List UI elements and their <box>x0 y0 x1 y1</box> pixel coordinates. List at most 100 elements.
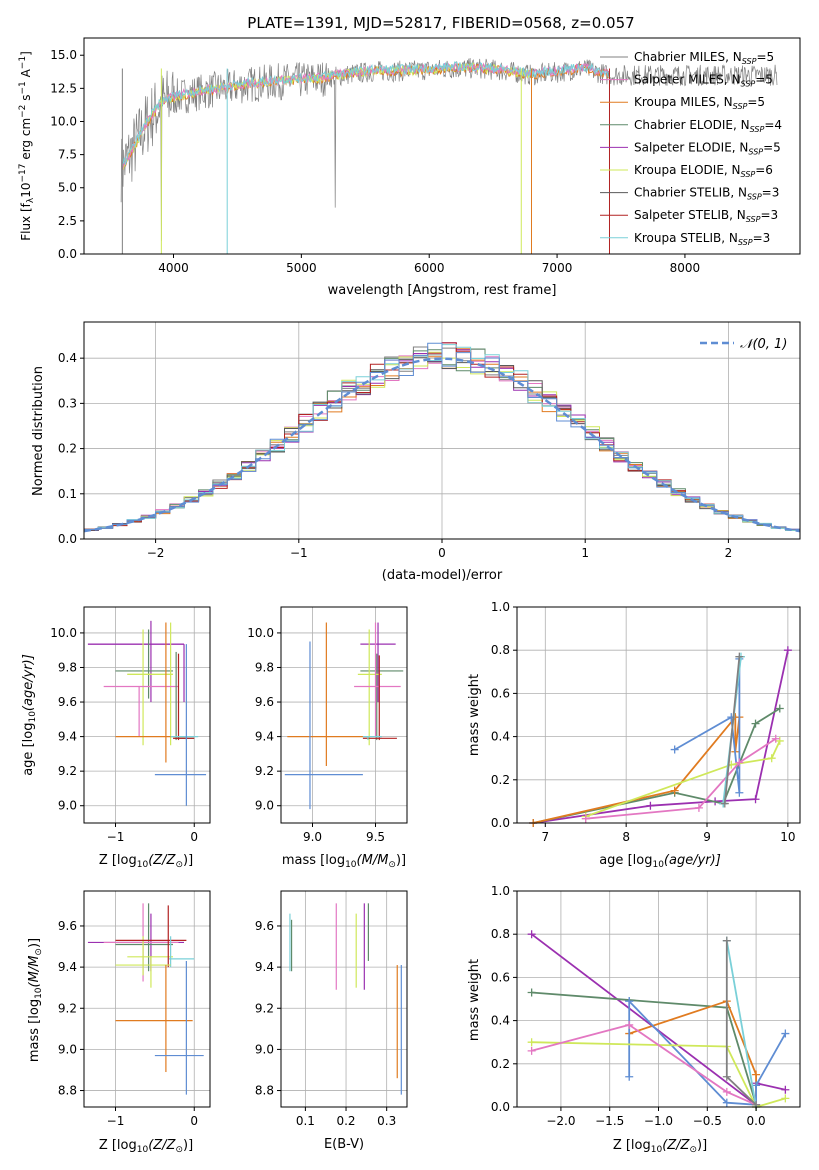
plus-marker <box>625 997 634 1006</box>
legend-value: =4 <box>764 118 782 132</box>
x-tick-label: −1 <box>107 1114 125 1128</box>
plus-marker <box>722 936 731 945</box>
plus-marker <box>781 1085 790 1094</box>
mass-vs-ebv-panel: 0.1 0.2 0.3 8.8 9.0 9.2 9.4 9.6 E(B-V) <box>255 890 408 1152</box>
y-tick-label: 0.3 <box>58 396 77 410</box>
legend-label: Salpeter STELIB, NSSP=3 <box>634 208 778 224</box>
weight-vs-age-panel: 7 8 9 10 0.0 0.2 0.4 0.6 0.8 1.0 age [log10(age/y… <box>467 600 801 870</box>
x-tick-label: −1 <box>290 546 308 560</box>
legend-name: Kroupa MILES, N <box>634 95 733 109</box>
mass-weight-line <box>531 1041 786 1109</box>
y-tick-label: 9.4 <box>255 960 274 974</box>
x-tick-label: −1.0 <box>644 1114 673 1128</box>
legend-label: Salpeter MILES, NSSP=5 <box>634 73 773 89</box>
legend-value: =3 <box>762 186 780 200</box>
residuals-ylabel: Normed distribution <box>31 366 46 496</box>
y-tick-label: 9.6 <box>255 695 274 709</box>
y-tick-label: 1.0 <box>491 884 510 898</box>
plus-marker <box>775 736 784 745</box>
plus-marker <box>722 1072 731 1081</box>
y-tick-label: 9.8 <box>255 660 274 674</box>
y-tick-label: 0.6 <box>491 686 510 700</box>
y-tick-label: 0.2 <box>491 773 510 787</box>
y-tick-label: 2.5 <box>58 214 77 228</box>
legend-sub: SSP <box>742 57 757 66</box>
x-tick-label: −2 <box>147 546 165 560</box>
y-tick-label: 0.4 <box>491 1014 510 1028</box>
y-tick-label: 0.0 <box>491 816 510 830</box>
y-tick-label: 8.8 <box>255 1084 274 1098</box>
legend-name: Chabrier MILES, N <box>634 50 742 64</box>
y-tick-label: 1.0 <box>491 600 510 614</box>
mass-weight-line <box>723 656 741 804</box>
x-tick-label: 7000 <box>542 261 573 275</box>
x-tick-label: 0.1 <box>296 1114 315 1128</box>
x-tick-label: 4000 <box>158 261 189 275</box>
x-tick-label: 10 <box>780 830 795 844</box>
legend-value: =6 <box>755 163 773 177</box>
legend-name: Kroupa ELODIE, N <box>634 163 741 177</box>
x-tick-label: 0.2 <box>336 1114 355 1128</box>
plus-marker <box>720 799 729 808</box>
plus-marker <box>767 754 776 763</box>
x-tick-label: 6000 <box>414 261 445 275</box>
residuals-xlabel: (data-model)/error <box>382 568 503 583</box>
mass-vs-Z-panel: −1 0 8.8 9.0 9.2 9.4 9.6 Z [log10(Z/Z⊙)] mass … <box>27 890 211 1155</box>
plus-marker <box>625 1020 634 1029</box>
y-tick-label: 0.4 <box>491 730 510 744</box>
legend-sub: SSP <box>741 80 756 89</box>
age-vs-Z-panel: −1 0 9.0 9.2 9.4 9.6 9.8 10.0 Z [log10(Z/Z⊙)] a… <box>21 606 211 870</box>
x-tick-label: 9.5 <box>366 830 385 844</box>
legend-label: Salpeter ELODIE, NSSP=5 <box>634 140 781 156</box>
spectrum-lines <box>120 57 778 254</box>
y-tick-label: 12.5 <box>50 81 77 95</box>
legend-label: Chabrier MILES, NSSP=5 <box>634 50 774 66</box>
plus-marker <box>581 814 590 823</box>
x-tick-label: −0.5 <box>693 1114 722 1128</box>
plus-marker <box>735 758 744 767</box>
y-tick-label: 9.6 <box>58 695 77 709</box>
age-vs-mass-axes-frame <box>280 606 408 824</box>
plus-marker <box>752 1081 761 1090</box>
spectrum-xlabel: wavelength [Angstrom, rest frame] <box>328 283 557 298</box>
y-tick-label: 9.4 <box>255 730 274 744</box>
plus-marker <box>527 988 536 997</box>
gaussian-curve <box>84 357 800 533</box>
age-vs-Z-axes-frame <box>83 606 211 824</box>
legend-sub: SSP <box>733 102 748 111</box>
y-tick-label: 5.0 <box>58 181 77 195</box>
observed-spectrum-line <box>120 57 778 241</box>
y-tick-label: 0.0 <box>58 532 77 546</box>
legend-value: =5 <box>763 140 781 154</box>
plus-marker <box>735 652 744 661</box>
y-tick-label: 9.0 <box>255 799 274 813</box>
plus-marker <box>694 803 703 812</box>
y-tick-label: 0.0 <box>58 247 77 261</box>
x-tick-label: −1.5 <box>595 1114 624 1128</box>
plus-marker <box>783 646 792 655</box>
y-tick-label: 0.2 <box>491 1057 510 1071</box>
legend-sub: SSP <box>746 215 761 224</box>
spectrum-panel: PLATE=1391, MJD=52817, FIBERID=0568, z=0… <box>18 14 801 298</box>
plus-marker <box>781 1029 790 1038</box>
mass-weight-line <box>585 738 777 820</box>
plus-marker <box>771 734 780 743</box>
y-tick-label: 10.0 <box>50 114 77 128</box>
mass-weight-line <box>674 658 741 793</box>
legend-name: Chabrier STELIB, N <box>634 186 747 200</box>
y-tick-label: 0.6 <box>491 970 510 984</box>
y-tick-label: 9.2 <box>58 764 77 778</box>
x-tick-label: 9 <box>703 830 711 844</box>
y-tick-label: 9.6 <box>58 919 77 933</box>
mass_vs_Z-points <box>87 903 204 1095</box>
gaussian-legend-label: 𝒩(0, 1) <box>740 337 787 352</box>
y-tick-label: 8.8 <box>58 1084 77 1098</box>
mass-vs-Z-xlabel: Z [log10(Z/Z⊙)] <box>99 1138 193 1155</box>
age-vs-Z-ylabel: age [log10(age/yr)] <box>21 654 38 776</box>
plus-marker <box>751 795 760 804</box>
y-tick-label: 0.4 <box>58 351 77 365</box>
y-tick-label: 9.8 <box>58 660 77 674</box>
legend-name: Salpeter MILES, N <box>634 73 741 87</box>
y-tick-label: 0.1 <box>58 487 77 501</box>
mass-vs-ebv-xlabel: E(B-V) <box>324 1137 364 1152</box>
